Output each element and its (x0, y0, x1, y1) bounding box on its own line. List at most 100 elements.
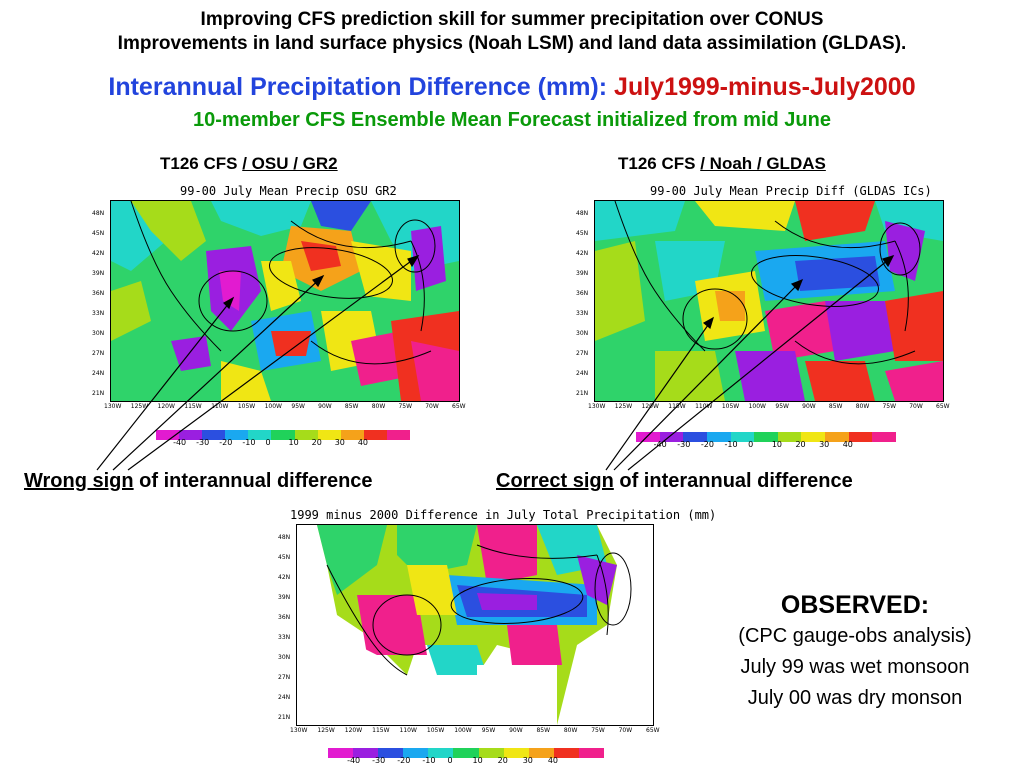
colorbar-tick-label: -20 (700, 440, 714, 449)
lat-tick-label: 45N (278, 554, 291, 561)
observed-precip-map (296, 524, 654, 726)
lat-tick-label: 39N (92, 270, 105, 277)
colorbar-segment (453, 748, 479, 758)
lat-tick-label: 24N (278, 694, 291, 701)
colorbar-segment (825, 432, 849, 442)
lat-tick-label: 42N (278, 574, 291, 581)
lat-tick-label: 48N (278, 534, 291, 541)
lat-tick-label: 39N (576, 270, 589, 277)
lat-tick-label: 21N (92, 390, 105, 397)
left-panel-title: T126 CFS / OSU / GR2 (160, 154, 338, 174)
colorbar-tick-label: 30 (522, 756, 533, 765)
left-precip-map (110, 200, 460, 402)
lon-tick-label: 65W (646, 727, 660, 734)
colorbar-segment (528, 748, 554, 758)
colorbar-tick-label: 0 (447, 756, 453, 765)
colorbar-segment (225, 430, 249, 440)
colorbar-tick-label: 0 (265, 438, 271, 447)
left-caption-underlined: Wrong sign (24, 470, 134, 492)
lon-tick-label: 130W (588, 403, 606, 410)
lat-tick-label: 36N (92, 290, 105, 297)
lat-tick-label: 27N (92, 350, 105, 357)
colorbar-tick-label: 20 (795, 440, 806, 449)
title-line-1: Improving CFS prediction skill for summe… (200, 9, 824, 30)
lat-tick-label: 27N (576, 350, 589, 357)
lat-tick-label: 30N (576, 330, 589, 337)
colorbar-segment (363, 430, 387, 440)
lat-tick-label: 48N (576, 210, 589, 217)
lon-tick-label: 70W (909, 403, 923, 410)
colorbar-tick-label: 10 (472, 756, 483, 765)
lon-tick-label: 125W (317, 727, 335, 734)
header: Improving CFS prediction skill for summe… (0, 8, 1024, 56)
lon-tick-label: 115W (372, 727, 390, 734)
bottom-map-title: 1999 minus 2000 Difference in July Total… (290, 508, 717, 522)
right-caption-rest: of interannual difference (613, 470, 853, 492)
lon-tick-label: 120W (344, 727, 363, 734)
right-panel-title-suffix: / Noah / GLDAS (700, 154, 826, 173)
colorbar-segment (271, 430, 295, 440)
right-arrows (605, 255, 895, 471)
colorbar-segment (294, 430, 318, 440)
lon-tick-label: 115W (184, 403, 202, 410)
colorbar-segment (378, 748, 404, 758)
colorbar-tick-label: 20 (311, 438, 322, 447)
colorbar-segment (386, 430, 410, 440)
lat-tick-label: 24N (576, 370, 589, 377)
lon-tick-label: 80W (371, 403, 386, 410)
lon-tick-label: 110W (695, 403, 713, 410)
lat-tick-label: 42N (92, 250, 105, 257)
lat-tick-label: 21N (576, 390, 589, 397)
colorbar-segment (179, 430, 203, 440)
lat-tick-label: 33N (278, 634, 291, 641)
subheading: 10-member CFS Ensemble Mean Forecast ini… (193, 109, 831, 131)
observed-heading: OBSERVED: (780, 591, 930, 619)
colorbar-tick-label: 0 (748, 440, 754, 449)
lon-tick-label: 95W (775, 403, 789, 410)
right-colorbar (636, 432, 896, 442)
observed-block: OBSERVED: (CPC gauge-obs analysis) July … (690, 590, 1020, 714)
observed-line-1: (CPC gauge-obs analysis) (738, 625, 972, 647)
observed-line-2: July 99 was wet monsoon (740, 656, 970, 678)
lat-tick-label: 21N (278, 714, 291, 721)
colorbar-segment (202, 430, 226, 440)
lon-tick-label: 130W (290, 727, 308, 734)
left-colorbar (156, 430, 410, 440)
colorbar-tick-label: 10 (288, 438, 299, 447)
title-line-2: Improvements in land surface physics (No… (117, 33, 907, 54)
colorbar-segment (636, 432, 660, 442)
lat-tick-label: 48N (92, 210, 105, 217)
observed-line-3: July 00 was dry monson (747, 687, 963, 709)
colorbar-tick-label: -10 (242, 438, 256, 447)
heading-blue: Interannual Precipitation Difference (mm… (108, 73, 608, 101)
colorbar-segment (353, 748, 379, 758)
heading: Interannual Precipitation Difference (mm… (0, 70, 1024, 104)
lon-tick-label: 75W (398, 403, 413, 410)
lon-tick-label: 90W (318, 403, 332, 410)
lon-tick-label: 95W (481, 727, 496, 734)
colorbar-segment (317, 430, 341, 440)
lon-tick-label: 80W (563, 727, 578, 734)
lat-tick-label: 30N (278, 654, 291, 661)
lon-tick-label: 100W (748, 403, 766, 410)
left-map-title: 99-00 July Mean Precip OSU GR2 (180, 184, 397, 198)
colorbar-segment (659, 432, 684, 442)
colorbar-segment (730, 432, 755, 442)
colorbar-tick-label: -20 (397, 756, 411, 765)
colorbar-tick-label: 40 (357, 438, 368, 447)
left-arrows (96, 254, 420, 471)
left-panel-title-suffix: / OSU / GR2 (242, 154, 338, 173)
colorbar-segment (848, 432, 873, 442)
colorbar-segment (340, 430, 364, 440)
right-precip-map (594, 200, 944, 402)
left-caption: Wrong sign of interannual difference (24, 470, 373, 493)
left-panel-title-prefix: T126 CFS (160, 154, 238, 173)
lon-tick-label: 120W (157, 403, 175, 410)
lat-tick-label: 42N (576, 250, 589, 257)
bottom-colorbar (328, 748, 604, 758)
colorbar-segment (777, 432, 802, 442)
lon-tick-label: 125W (614, 403, 633, 410)
lon-tick-label: 65W (452, 403, 466, 410)
right-caption: Correct sign of interannual difference (496, 470, 853, 493)
